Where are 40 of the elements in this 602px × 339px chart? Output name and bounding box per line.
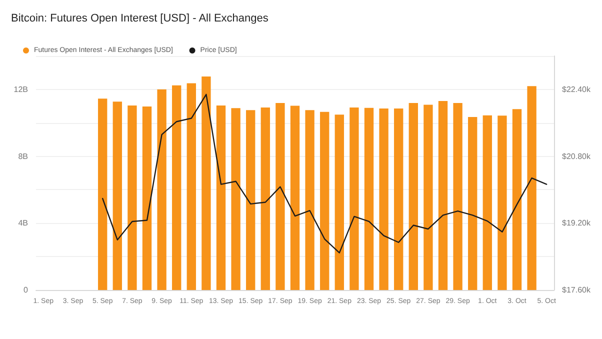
y-tick-label: 8B (18, 152, 28, 161)
bar (98, 98, 108, 290)
bar (142, 106, 152, 290)
bar (512, 109, 522, 290)
bar (202, 76, 211, 290)
bar (246, 110, 256, 290)
chart-title: Bitcoin: Futures Open Interest [USD] - All Exchanges (11, 12, 269, 24)
bar (468, 117, 478, 290)
y-tick-label: 12B (14, 84, 28, 94)
bar (305, 110, 314, 290)
y2-tick-label: $20.80k (562, 152, 592, 161)
bar (276, 102, 285, 290)
line-series (102, 94, 548, 254)
bar (394, 108, 404, 290)
bar (334, 114, 344, 290)
bar (498, 116, 507, 290)
bar (157, 89, 166, 290)
y2-tick-label: $17.60k (562, 286, 592, 294)
y2-tick-label: $22.40k (562, 84, 592, 94)
y2-tick-label: $19.20k (562, 218, 592, 228)
y-tick-label: 4B (18, 218, 28, 228)
bar (424, 104, 433, 290)
bar (379, 108, 388, 290)
bar (260, 107, 270, 290)
bar (482, 115, 492, 290)
bar (186, 83, 196, 290)
bar (290, 106, 300, 290)
bar (112, 102, 122, 290)
bar (527, 86, 536, 290)
bar (364, 108, 374, 290)
y-tick-label: 0 (24, 286, 29, 294)
bar (438, 100, 448, 290)
bar (231, 108, 240, 290)
bar (128, 105, 137, 290)
bar (453, 102, 462, 290)
bar (320, 112, 330, 290)
bar (408, 102, 418, 290)
bar (350, 107, 359, 290)
bar (216, 105, 226, 290)
bar (172, 85, 182, 290)
